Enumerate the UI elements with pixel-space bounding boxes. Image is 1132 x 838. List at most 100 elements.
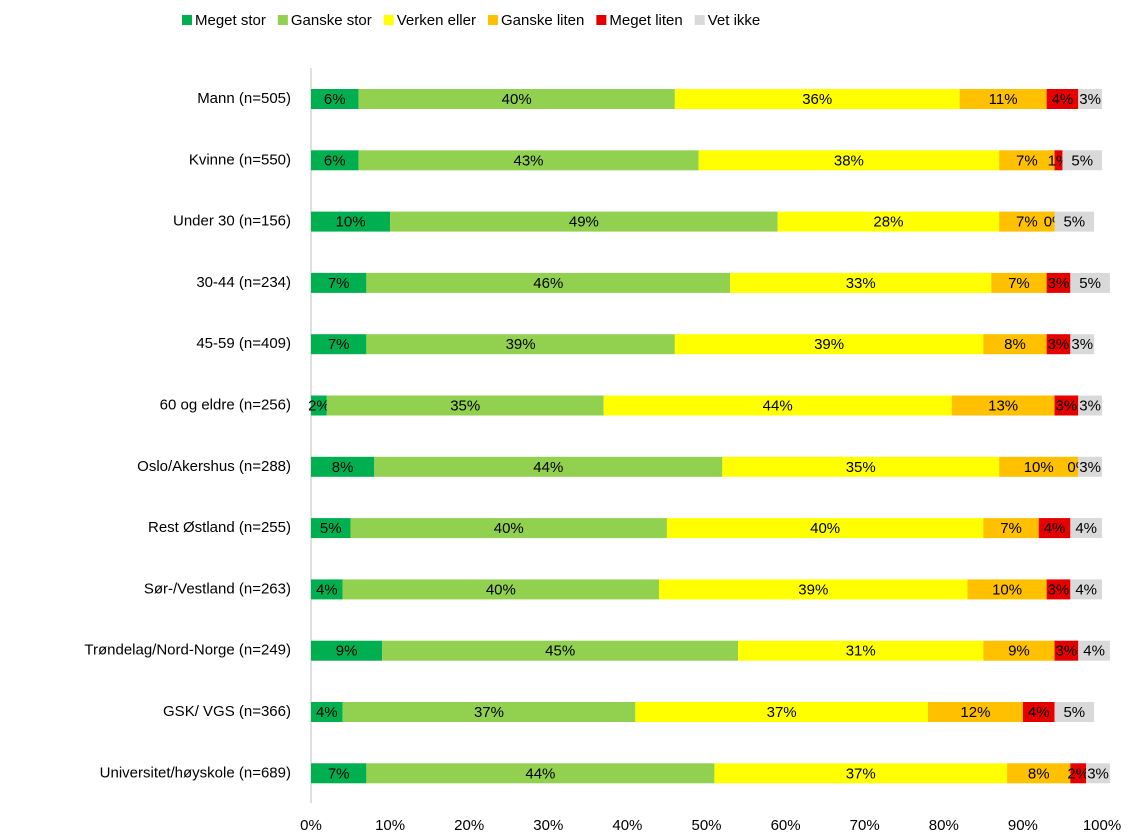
bar-segment — [927, 702, 1023, 722]
x-tick-label: 10% — [375, 817, 405, 834]
bar-segment — [390, 211, 778, 232]
bar-segment — [999, 150, 1055, 171]
y-tick-label: Universitet/høyskole (n=689) — [100, 764, 291, 781]
bar-segment — [951, 395, 1055, 416]
bar-segment — [311, 702, 343, 722]
data-label: 4% — [1044, 520, 1066, 537]
data-label: 39% — [798, 581, 828, 598]
data-label: 44% — [763, 397, 793, 414]
data-label: 3% — [1071, 336, 1093, 353]
bar-segment — [1078, 456, 1102, 477]
bar-segment — [1078, 89, 1102, 109]
data-label: 40% — [486, 581, 516, 598]
bar-segment — [730, 272, 992, 293]
data-label: 8% — [1004, 336, 1026, 353]
data-label: 4% — [1052, 91, 1074, 108]
bar-segment — [358, 150, 699, 171]
bar-segment — [635, 702, 928, 722]
data-label: 3% — [1079, 459, 1101, 476]
bar-segment — [999, 456, 1079, 477]
data-label: 10% — [336, 214, 366, 231]
data-label: 3% — [1079, 397, 1101, 414]
data-label: 3% — [1048, 336, 1070, 353]
bar-segment — [311, 334, 367, 355]
data-label: 7% — [328, 336, 350, 353]
bar-segment — [311, 456, 375, 477]
x-tick-label: 50% — [691, 817, 721, 834]
bar-segment — [1054, 640, 1079, 661]
data-label: 2% — [308, 397, 330, 414]
data-label: 7% — [328, 275, 350, 292]
data-label: 40% — [494, 520, 524, 537]
bar-segment — [603, 395, 952, 416]
bar-segment — [366, 272, 731, 293]
data-label: 3% — [1087, 765, 1109, 782]
bar-segment — [311, 395, 327, 416]
bar-segment — [1078, 640, 1110, 661]
bar-segment — [1046, 579, 1071, 600]
bar-segment — [1062, 150, 1102, 171]
data-label: 11% — [989, 91, 1018, 108]
y-tick-label: GSK/ VGS (n=366) — [163, 703, 291, 720]
bar-segment — [983, 640, 1055, 661]
legend-swatch — [277, 15, 288, 25]
bar-segment — [374, 456, 723, 477]
y-tick-label: Rest Østland (n=255) — [148, 519, 291, 536]
bar-segment — [722, 456, 1000, 477]
data-label: 3% — [1079, 91, 1101, 108]
legend-label: Meget liten — [609, 12, 682, 29]
bar-segment — [382, 640, 739, 661]
legend-swatch — [182, 15, 192, 25]
bar-segment — [967, 579, 1047, 600]
data-label: 5% — [1071, 152, 1093, 169]
bar-segment — [983, 518, 1039, 539]
bar-segment — [311, 579, 343, 600]
y-tick-label: Mann (n=505) — [197, 90, 291, 107]
bar-segment — [959, 89, 1047, 109]
bar-segment — [674, 89, 960, 109]
data-label: 4% — [316, 704, 338, 721]
data-label: 12% — [960, 704, 990, 721]
bar-segment — [698, 150, 1000, 171]
bar-segment — [311, 89, 359, 109]
bar-segment — [714, 763, 1008, 784]
x-tick-label: 90% — [1008, 817, 1038, 834]
data-label: 40% — [502, 91, 532, 108]
legend-swatch — [383, 15, 394, 25]
bar-segment — [1078, 395, 1102, 416]
data-label: 37% — [474, 704, 504, 721]
bar-segment — [1007, 763, 1071, 784]
data-label: 40% — [810, 520, 840, 537]
bar-segment — [1070, 334, 1095, 355]
data-label: 39% — [506, 336, 536, 353]
bar-segment — [1038, 518, 1071, 539]
bar-segment — [350, 518, 667, 539]
bar-segment — [1070, 518, 1102, 539]
data-label: 3% — [1048, 581, 1070, 598]
bar-segment — [358, 89, 675, 109]
data-label: 39% — [814, 336, 844, 353]
data-label: 37% — [767, 704, 797, 721]
bar-segment — [311, 272, 367, 293]
data-label: 36% — [802, 91, 832, 108]
data-label: 7% — [1000, 520, 1022, 537]
data-label: 44% — [533, 459, 563, 476]
data-label: 9% — [336, 643, 358, 660]
y-tick-label: 60 og eldre (n=256) — [160, 396, 291, 413]
x-tick-label: 40% — [612, 817, 642, 834]
x-tick-label: 30% — [533, 817, 563, 834]
legend-label: Ganske stor — [291, 12, 372, 29]
data-label: 33% — [846, 275, 876, 292]
bar-segment — [983, 334, 1047, 355]
bar-segment — [311, 763, 367, 784]
data-label: 6% — [324, 91, 346, 108]
data-label: 5% — [1063, 704, 1085, 721]
data-label: 5% — [1079, 275, 1101, 292]
bar-segment — [366, 334, 675, 355]
data-label: 45% — [545, 643, 575, 660]
bar-segment — [311, 211, 391, 232]
y-tick-label: Under 30 (n=156) — [173, 213, 291, 230]
bar-segment — [1022, 702, 1055, 722]
data-label: 5% — [320, 520, 342, 537]
bar-segment — [777, 211, 1000, 232]
